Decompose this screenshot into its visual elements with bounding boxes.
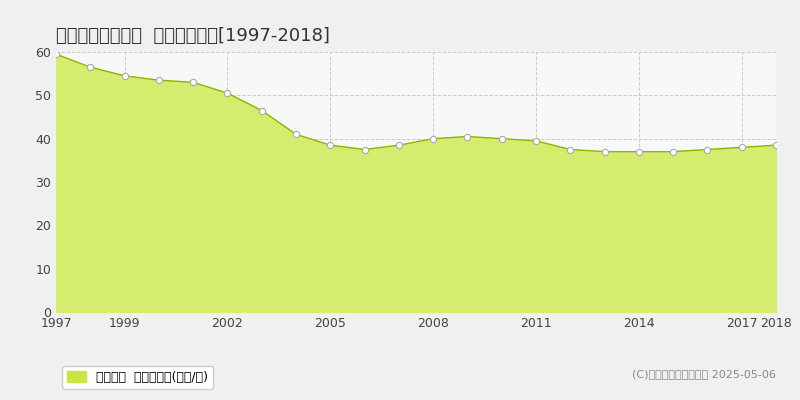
Text: 生駒郡斑鳩町興留  基準地価推移[1997-2018]: 生駒郡斑鳩町興留 基準地価推移[1997-2018] [56,27,330,45]
Legend: 基準地価  平均坪単価(万円/坪): 基準地価 平均坪単価(万円/坪) [62,366,213,389]
Text: (C)土地価格ドットコム 2025-05-06: (C)土地価格ドットコム 2025-05-06 [632,369,776,379]
